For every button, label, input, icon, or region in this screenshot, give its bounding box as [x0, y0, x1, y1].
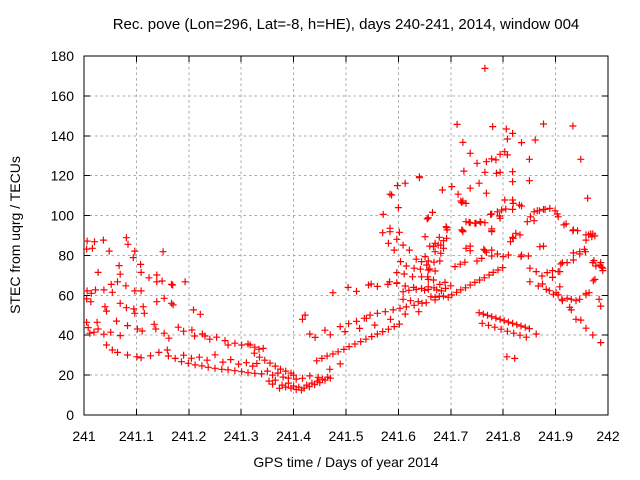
y-tick-label: 40	[58, 327, 74, 343]
x-tick-label: 241.8	[486, 428, 521, 444]
y-tick-label: 100	[51, 208, 75, 224]
y-tick-label: 0	[66, 407, 74, 423]
data-points	[83, 64, 607, 394]
x-tick-label: 241.7	[433, 428, 468, 444]
y-tick-label: 180	[51, 48, 75, 64]
x-tick-label: 241.4	[276, 428, 311, 444]
y-tick-label: 80	[58, 247, 74, 263]
y-tick-label: 60	[58, 287, 74, 303]
x-tick-label: 241.5	[328, 428, 363, 444]
plot-border-rect	[83, 55, 609, 416]
y-tick-label: 140	[51, 128, 75, 144]
x-axis-label: GPS time / Days of year 2014	[253, 454, 438, 470]
y-tick-label: 120	[51, 168, 75, 184]
y-tick-label: 20	[58, 367, 74, 383]
tick-labels: 241 241.1 241.2 241.3 241.4 241.5 241.6 241.7 24…	[51, 48, 620, 444]
plot-border	[83, 55, 609, 416]
x-tick-label: 242	[596, 428, 620, 444]
x-tick-label: 241	[72, 428, 96, 444]
tick-marks	[83, 55, 609, 416]
grid-lines	[84, 56, 608, 415]
x-tick-label: 241.1	[119, 428, 154, 444]
x-tick-label: 241.3	[224, 428, 259, 444]
x-tick-label: 241.9	[538, 428, 573, 444]
x-tick-label: 241.2	[171, 428, 206, 444]
y-tick-label: 160	[51, 88, 75, 104]
scatter-series-STEC	[83, 64, 607, 394]
chart-title: Rec. pove (Lon=296, Lat=-8, h=HE), days …	[113, 16, 580, 33]
x-tick-label: 241.6	[381, 428, 416, 444]
y-axis-label: STEC from uqrg / TECUs	[7, 156, 23, 314]
